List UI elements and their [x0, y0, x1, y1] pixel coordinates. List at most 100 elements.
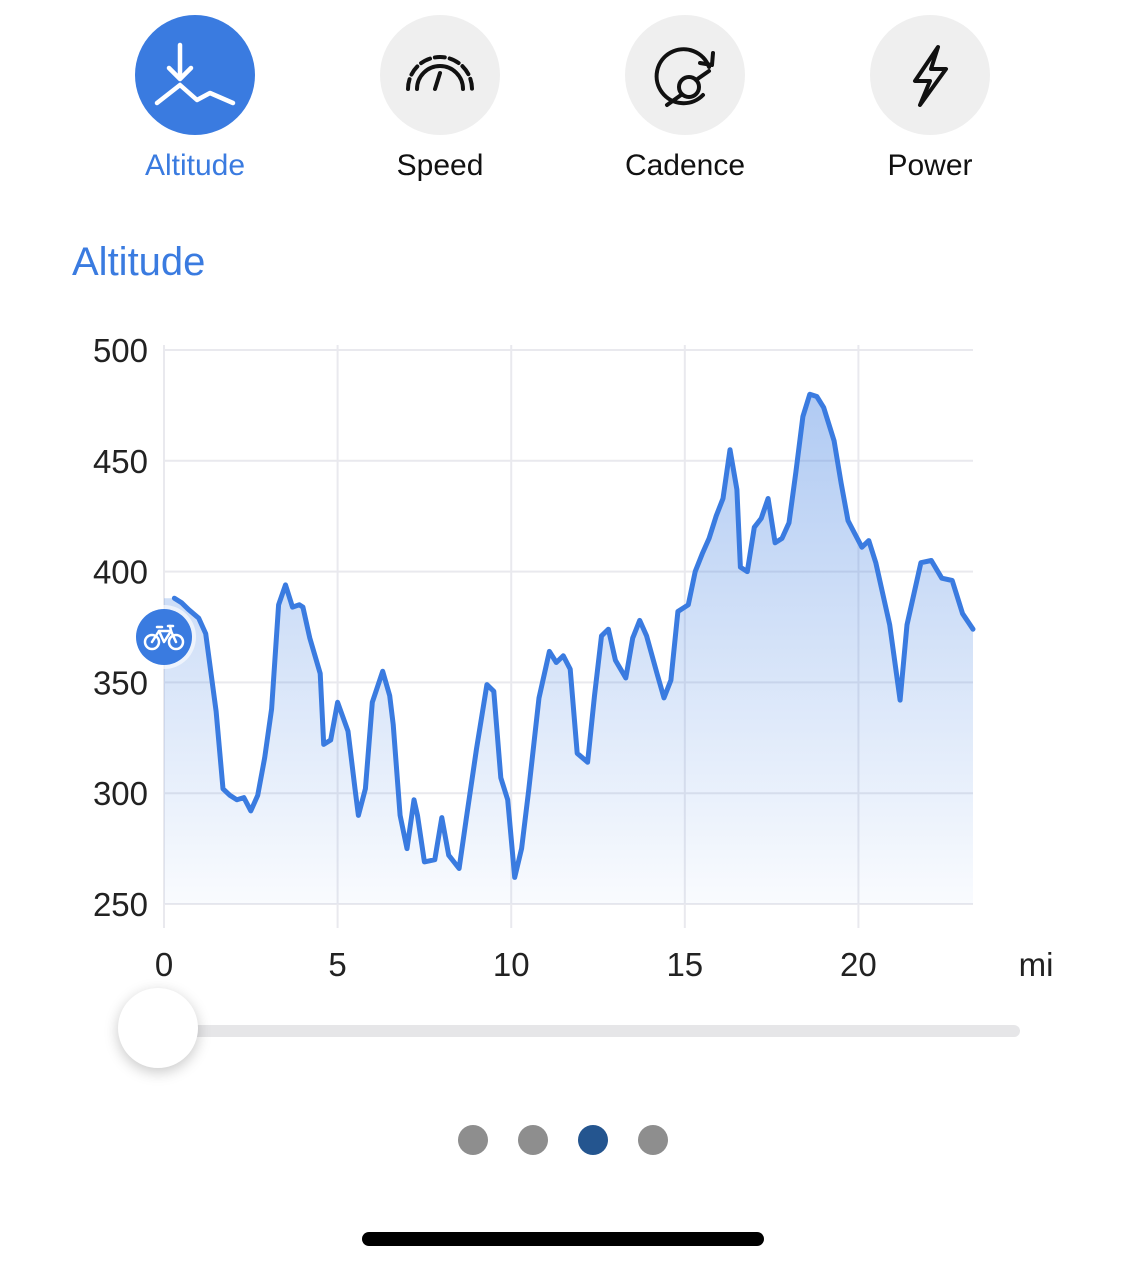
altitude-point [173, 597, 176, 599]
altitude-point [236, 799, 238, 801]
distance-slider-track[interactable] [160, 1025, 1020, 1037]
page-dot-4[interactable] [638, 1125, 668, 1155]
metric-tabs: Altitude Speed [0, 0, 1125, 200]
altitude-point [562, 655, 565, 657]
altitude-point [645, 635, 648, 637]
altitude-point [406, 847, 408, 850]
altitude-point [354, 788, 356, 790]
page-dot-3[interactable] [578, 1125, 608, 1155]
altitude-point [677, 610, 679, 613]
y-tick-label: 450 [93, 443, 148, 480]
lightning-bolt-icon [913, 45, 948, 107]
altitude-point [302, 606, 304, 608]
altitude-point [413, 799, 415, 801]
altitude-chart[interactable]: 250 300 350 400 450 500 0 5 10 15 20 mi [0, 320, 1125, 980]
altitude-point [840, 482, 842, 484]
altitude-point [795, 471, 797, 473]
altitude-point [364, 788, 367, 790]
tab-speed-label: Speed [396, 149, 484, 182]
altitude-tab-circle [135, 15, 255, 135]
altitude-point [527, 790, 530, 792]
cadence-tab-circle [625, 15, 745, 135]
altitude-point [441, 816, 443, 819]
x-axis-unit-label: mi [1019, 946, 1054, 980]
bicycle-marker[interactable] [132, 605, 196, 669]
altitude-point [357, 814, 360, 817]
distance-slider-handle[interactable] [118, 988, 198, 1068]
altitude-point [600, 635, 603, 637]
altitude-point [972, 628, 974, 630]
cadence-icon [654, 47, 715, 107]
tab-cadence[interactable]: Cadence [605, 15, 765, 183]
x-axis-labels: 0 5 10 15 20 mi [155, 946, 1054, 980]
y-tick-label: 250 [93, 886, 148, 923]
altitude-point [388, 694, 391, 697]
altitude-point [576, 752, 578, 755]
page-dot-1[interactable] [458, 1125, 488, 1155]
altitude-point [888, 624, 891, 626]
altitude-point [447, 854, 450, 856]
altitude-point [319, 672, 322, 675]
x-tick-label: 15 [666, 946, 703, 980]
altitude-point [298, 604, 301, 606]
altitude-point [809, 393, 811, 396]
altitude-point [715, 515, 717, 517]
altitude-point [729, 448, 731, 451]
x-tick-label: 10 [493, 946, 530, 980]
altitude-point [475, 748, 478, 750]
altitude-point [822, 406, 825, 409]
altitude-point [861, 546, 863, 548]
altitude-point [708, 537, 710, 540]
altitude-point [767, 497, 769, 500]
altitude-point [243, 796, 245, 799]
tab-power[interactable]: Power [850, 15, 1010, 183]
tab-altitude[interactable]: Altitude [115, 15, 275, 183]
home-indicator [362, 1232, 764, 1246]
altitude-point [555, 661, 558, 664]
altitude-point [753, 526, 756, 529]
altitude-point [180, 601, 183, 604]
altitude-point [701, 553, 703, 555]
altitude-data-points [173, 393, 974, 879]
altitude-point [458, 867, 460, 870]
x-tick-label: 0 [155, 946, 173, 980]
altitude-point [899, 699, 901, 701]
altitude-point [746, 570, 749, 573]
altitude-point [868, 539, 870, 542]
altitude-point [250, 810, 252, 812]
altitude-point [336, 701, 339, 704]
altitude-point [493, 690, 495, 693]
altitude-point [569, 668, 571, 670]
altitude-point [875, 561, 877, 564]
altitude-point [847, 519, 849, 522]
altitude-point [291, 606, 294, 608]
altitude-point [788, 522, 790, 524]
altitude-point [906, 624, 908, 626]
altitude-point [513, 876, 516, 879]
bicycle-icon [143, 624, 185, 651]
altitude-point [416, 814, 419, 817]
altitude-point [538, 697, 540, 699]
altitude-point [781, 537, 783, 540]
altitude-point [930, 559, 933, 562]
page-dot-2[interactable] [518, 1125, 548, 1155]
altitude-point [687, 604, 690, 606]
altitude-point [816, 395, 818, 398]
altitude-point [187, 608, 190, 611]
altitude-point [434, 858, 436, 861]
x-tick-label: 5 [328, 946, 346, 980]
tab-speed[interactable]: Speed [360, 15, 520, 183]
y-axis-labels: 250 300 350 400 450 500 [93, 332, 148, 923]
altitude-point [399, 814, 401, 817]
altitude-point [371, 701, 374, 704]
altitude-point [486, 683, 488, 686]
altitude-point [586, 761, 589, 763]
altitude-point [802, 415, 804, 418]
y-tick-label: 400 [93, 554, 148, 591]
power-tab-circle [870, 15, 990, 135]
altitude-point [263, 756, 266, 759]
altitude-point [774, 542, 776, 544]
altitude-point [631, 637, 634, 639]
y-tick-label: 300 [93, 775, 148, 812]
altitude-point [625, 677, 627, 679]
